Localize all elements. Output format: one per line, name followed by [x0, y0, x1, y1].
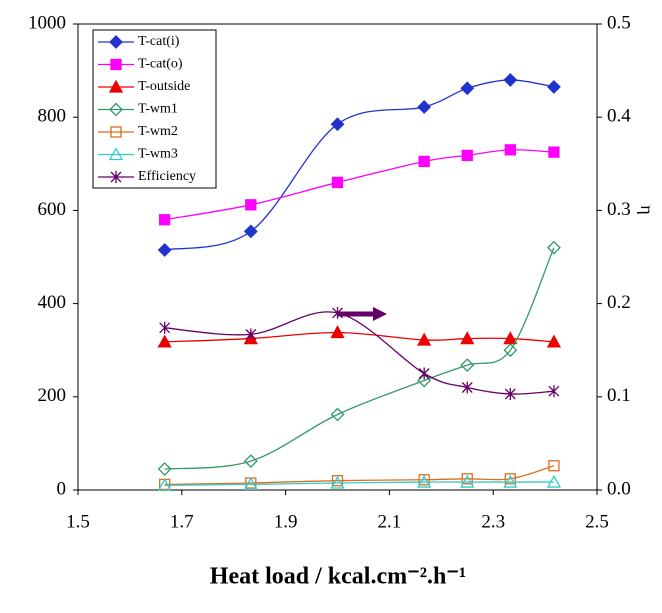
y2-tick-label: 0.3 — [607, 199, 631, 220]
marker — [460, 474, 475, 488]
x-tick-label: 2.1 — [378, 511, 402, 532]
marker — [504, 388, 516, 401]
marker — [417, 332, 432, 346]
legend-label: T-wm2 — [138, 124, 178, 139]
marker — [546, 334, 562, 348]
marker — [330, 407, 345, 422]
legend-entry: Efficiency — [98, 169, 196, 184]
series-line — [164, 79, 555, 251]
marker — [243, 224, 258, 239]
marker — [460, 81, 475, 96]
legend-label: T-cat(o) — [138, 57, 183, 72]
y2-tick-label: 0.2 — [607, 292, 631, 313]
legend-entry: T-wm1 — [98, 102, 178, 117]
marker — [157, 243, 172, 257]
marker — [330, 475, 345, 489]
plot-frame — [77, 23, 598, 491]
y2-axis-label: η — [637, 205, 657, 214]
marker — [504, 144, 516, 156]
marker — [417, 100, 432, 114]
marker — [418, 155, 430, 168]
marker — [157, 462, 172, 476]
legend-entry: T-cat(o) — [98, 57, 183, 72]
x-tick-label: 2.3 — [481, 511, 505, 532]
x-tick-label: 2.5 — [585, 511, 609, 532]
series-line — [164, 465, 555, 486]
y2-tick-label: 0.4 — [607, 106, 631, 127]
legend-label: T-wm3 — [138, 147, 178, 162]
marker — [504, 473, 516, 485]
legend-label: T-outside — [138, 79, 190, 94]
marker — [503, 343, 518, 358]
marker — [243, 454, 258, 469]
y-tick-label: 400 — [38, 292, 67, 313]
marker — [108, 147, 124, 161]
marker — [547, 240, 561, 255]
marker — [245, 328, 257, 341]
marker — [330, 325, 345, 339]
legend-entry: T-cat(i) — [98, 34, 180, 49]
legend-label: T-wm1 — [138, 102, 178, 117]
marker — [548, 146, 560, 158]
series-line — [164, 149, 554, 221]
marker — [245, 199, 257, 211]
marker — [110, 171, 122, 183]
y-tick-label: 800 — [38, 106, 67, 127]
legend-entry: T-wm3 — [98, 147, 178, 162]
marker — [418, 367, 430, 380]
y2-tick-label: 0.5 — [607, 12, 631, 33]
series-line — [164, 481, 554, 486]
marker — [159, 321, 171, 334]
y-tick-label: 1000 — [28, 12, 66, 33]
x-axis-label: Heat load / kcal.cm⁻².h⁻¹ — [210, 564, 466, 590]
marker — [157, 334, 172, 348]
series-line — [164, 311, 554, 395]
x-tick-label: 1.9 — [274, 511, 298, 532]
y-tick-label: 600 — [38, 199, 67, 220]
marker — [461, 149, 473, 162]
marker — [159, 214, 171, 226]
marker — [461, 473, 473, 485]
legend-entry: T-wm2 — [98, 124, 178, 139]
marker — [109, 35, 123, 49]
marker — [243, 477, 258, 491]
marker — [503, 73, 518, 87]
marker — [547, 79, 561, 94]
x-tick-label: 1.7 — [170, 511, 194, 532]
series-line — [164, 247, 555, 470]
marker — [110, 58, 122, 71]
marker — [110, 126, 122, 138]
marker — [548, 460, 560, 472]
y2-tick-label: 0.0 — [607, 478, 631, 499]
annotation-arrow — [337, 307, 387, 321]
marker — [503, 474, 518, 488]
marker — [108, 79, 124, 93]
marker — [460, 331, 475, 345]
marker — [461, 381, 473, 394]
marker — [109, 102, 123, 117]
x-tick-label: 1.5 — [66, 511, 90, 532]
marker — [546, 474, 562, 488]
y2-tick-label: 0.1 — [607, 385, 631, 406]
marker — [417, 474, 432, 488]
legend-label: T-cat(i) — [138, 34, 180, 49]
y-tick-label: 200 — [38, 385, 67, 406]
legend-label: Efficiency — [138, 169, 196, 184]
marker — [157, 477, 172, 491]
y-tick-label: 0 — [57, 478, 67, 499]
marker — [330, 117, 345, 132]
marker — [331, 176, 344, 189]
marker — [460, 358, 475, 373]
legend-entry: T-outside — [98, 79, 190, 94]
marker — [332, 306, 343, 319]
marker — [548, 385, 560, 398]
marker — [417, 373, 432, 388]
